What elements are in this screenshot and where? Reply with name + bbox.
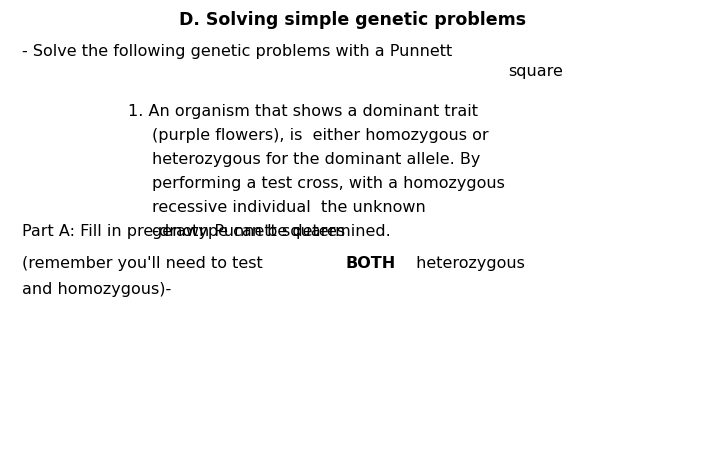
- Text: performing a test cross, with a homozygous: performing a test cross, with a homozygo…: [152, 176, 505, 191]
- Text: heterozygous for the dominant allele. By: heterozygous for the dominant allele. By: [152, 152, 480, 167]
- Text: square: square: [508, 64, 563, 79]
- Text: Part A: Fill in pre-drawn Punnett squares: Part A: Fill in pre-drawn Punnett square…: [22, 224, 345, 239]
- Text: recessive individual  the unknown: recessive individual the unknown: [152, 200, 426, 215]
- Text: BOTH: BOTH: [346, 256, 396, 271]
- Text: 1. An organism that shows a dominant trait: 1. An organism that shows a dominant tra…: [128, 104, 478, 119]
- Text: genotype can be determined.: genotype can be determined.: [152, 224, 391, 239]
- Text: - Solve the following genetic problems with a Punnett: - Solve the following genetic problems w…: [22, 44, 452, 59]
- Text: D. Solving simple genetic problems: D. Solving simple genetic problems: [180, 11, 527, 29]
- Text: and homozygous)-: and homozygous)-: [22, 282, 171, 297]
- Text: (purple flowers), is  either homozygous or: (purple flowers), is either homozygous o…: [152, 128, 489, 143]
- Text: (remember you'll need to test: (remember you'll need to test: [22, 256, 273, 271]
- Text: heterozygous: heterozygous: [411, 256, 525, 271]
